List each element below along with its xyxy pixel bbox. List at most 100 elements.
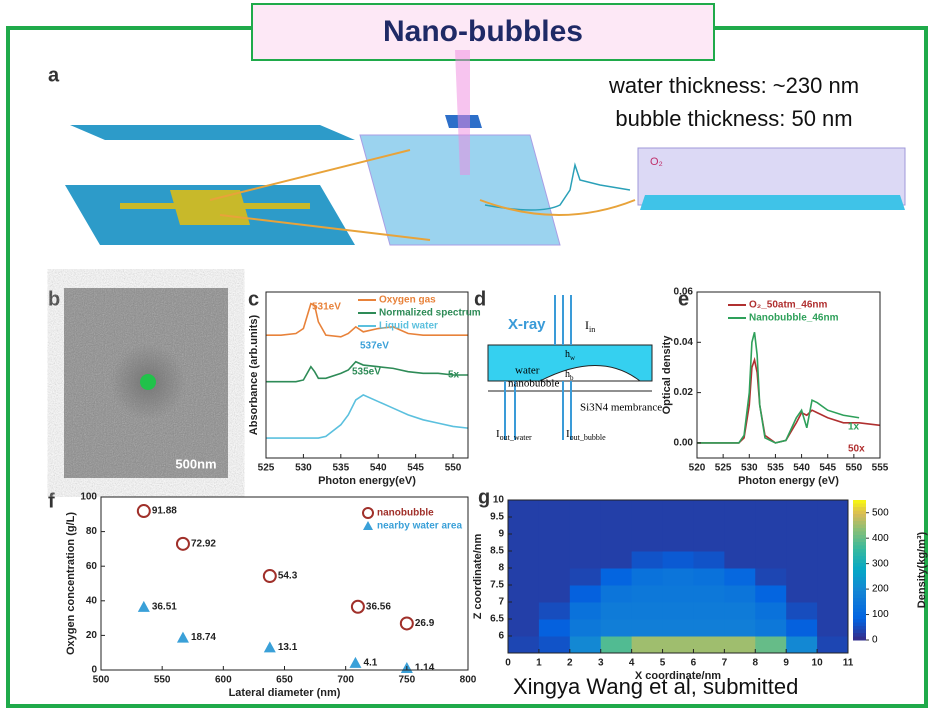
x-tick-label: 9 xyxy=(783,658,789,669)
annotation: 531eV xyxy=(312,302,341,313)
heat-cell xyxy=(600,568,633,586)
panel-label: a xyxy=(48,64,60,86)
illustration-a xyxy=(65,50,906,246)
colorbar-segment xyxy=(853,573,866,578)
annotation: water thickness: ~230 nm xyxy=(608,73,859,98)
heat-cell xyxy=(693,602,725,620)
colorbar-segment xyxy=(853,598,866,602)
x-tick-label: 545 xyxy=(407,463,424,474)
y-tick-label: 9.5 xyxy=(490,512,504,523)
plot-frame xyxy=(696,291,881,459)
colorbar-segment xyxy=(853,629,866,634)
heat-cell xyxy=(631,534,664,552)
point xyxy=(349,656,362,668)
y-tick-label: 0.00 xyxy=(674,438,694,449)
diagram-label: hw xyxy=(565,349,576,361)
x-tick-label: 525 xyxy=(258,463,275,474)
heat-cell xyxy=(817,619,849,637)
series-line xyxy=(697,332,860,444)
y-axis-label: Absorbance (arb.units) xyxy=(248,314,260,435)
plot-frame xyxy=(507,499,849,654)
annotation: bubble thickness: 50 nm xyxy=(615,106,852,131)
y-tick-label: 6 xyxy=(498,631,504,642)
y-tick-label: 9 xyxy=(498,529,504,540)
heat-cell xyxy=(631,602,664,620)
x-tick-label: 535 xyxy=(332,463,349,474)
colorbar-segment xyxy=(853,559,866,564)
colorbar-segment xyxy=(853,528,866,532)
heat-cell xyxy=(693,534,725,552)
y-tick-label: 10 xyxy=(493,495,505,506)
label-sub: w xyxy=(570,354,576,362)
heat-cell xyxy=(569,534,602,552)
diagram-label: Iin xyxy=(585,318,595,334)
colorbar-tick-label: 0 xyxy=(872,635,878,646)
heat-cell xyxy=(600,585,633,603)
diagram-label: Si3N4 membrance xyxy=(580,402,662,414)
x-tick-label: 4 xyxy=(629,658,635,669)
x-tick-label: 700 xyxy=(337,675,354,686)
heat-cell xyxy=(631,636,664,654)
panel-label: d xyxy=(474,288,486,310)
heat-cell xyxy=(538,619,571,637)
heat-cell xyxy=(538,500,571,518)
heat-cell xyxy=(508,568,540,586)
heat-cell xyxy=(508,585,540,603)
heat-cell xyxy=(569,500,602,518)
plot-frame xyxy=(265,291,469,459)
x-tick-label: 530 xyxy=(295,463,312,474)
y-tick-label: 8 xyxy=(498,563,504,574)
heat-cell xyxy=(693,619,725,637)
y-tick-label: 0.06 xyxy=(674,287,694,298)
heat-cell xyxy=(538,568,571,586)
heat-cell xyxy=(569,551,602,569)
heat-cell xyxy=(786,585,818,603)
heat-cell xyxy=(600,500,633,518)
data-label: 91.88 xyxy=(152,506,177,517)
x-tick-label: 800 xyxy=(460,675,477,686)
y-tick-label: 80 xyxy=(86,526,98,537)
heat-cell xyxy=(569,619,602,637)
legend-label: nanobubble xyxy=(377,508,434,519)
colorbar-segment xyxy=(853,601,866,606)
legend-label: Nanobubble_46nm xyxy=(749,313,839,324)
heat-cell xyxy=(600,602,633,620)
data-label: 36.56 xyxy=(366,601,391,612)
heat-cell xyxy=(662,517,694,535)
point xyxy=(137,600,150,612)
x-tick-label: 520 xyxy=(689,463,706,474)
x-tick-label: 11 xyxy=(843,658,854,669)
heat-cell xyxy=(755,585,787,603)
heat-cell xyxy=(662,568,694,586)
point xyxy=(263,641,276,653)
colorbar-segment xyxy=(853,549,866,553)
diagram-label: water xyxy=(515,365,540,377)
colorbar-segment xyxy=(853,535,866,539)
heat-cell xyxy=(600,534,633,552)
colorbar-segment xyxy=(853,500,866,504)
heat-cell xyxy=(538,534,571,552)
y-tick-label: 8.5 xyxy=(490,546,504,557)
y-tick-label: 20 xyxy=(86,630,98,641)
label-sub: out_bubble xyxy=(570,433,606,442)
heat-cell xyxy=(600,551,633,569)
heat-cell xyxy=(508,500,540,518)
colorbar-segment xyxy=(853,538,866,543)
annotation: 1x xyxy=(848,422,860,433)
label-base: h xyxy=(565,349,570,360)
heat-cell xyxy=(817,636,849,654)
label-base: I xyxy=(496,428,500,440)
heat-cell xyxy=(631,585,664,603)
colorbar-segment xyxy=(853,580,866,585)
colorbar-segment xyxy=(853,563,866,567)
legend-label: nearby water area xyxy=(377,521,462,532)
colorbar-segment xyxy=(853,622,866,627)
y-axis-label: Z coordinate/nm xyxy=(472,534,484,620)
x-tick-label: 5 xyxy=(660,658,666,669)
heat-cell xyxy=(755,636,787,654)
heat-cell xyxy=(755,517,787,535)
label-base: I xyxy=(566,428,570,440)
data-label: 13.1 xyxy=(278,642,298,653)
heat-cell xyxy=(631,517,664,535)
